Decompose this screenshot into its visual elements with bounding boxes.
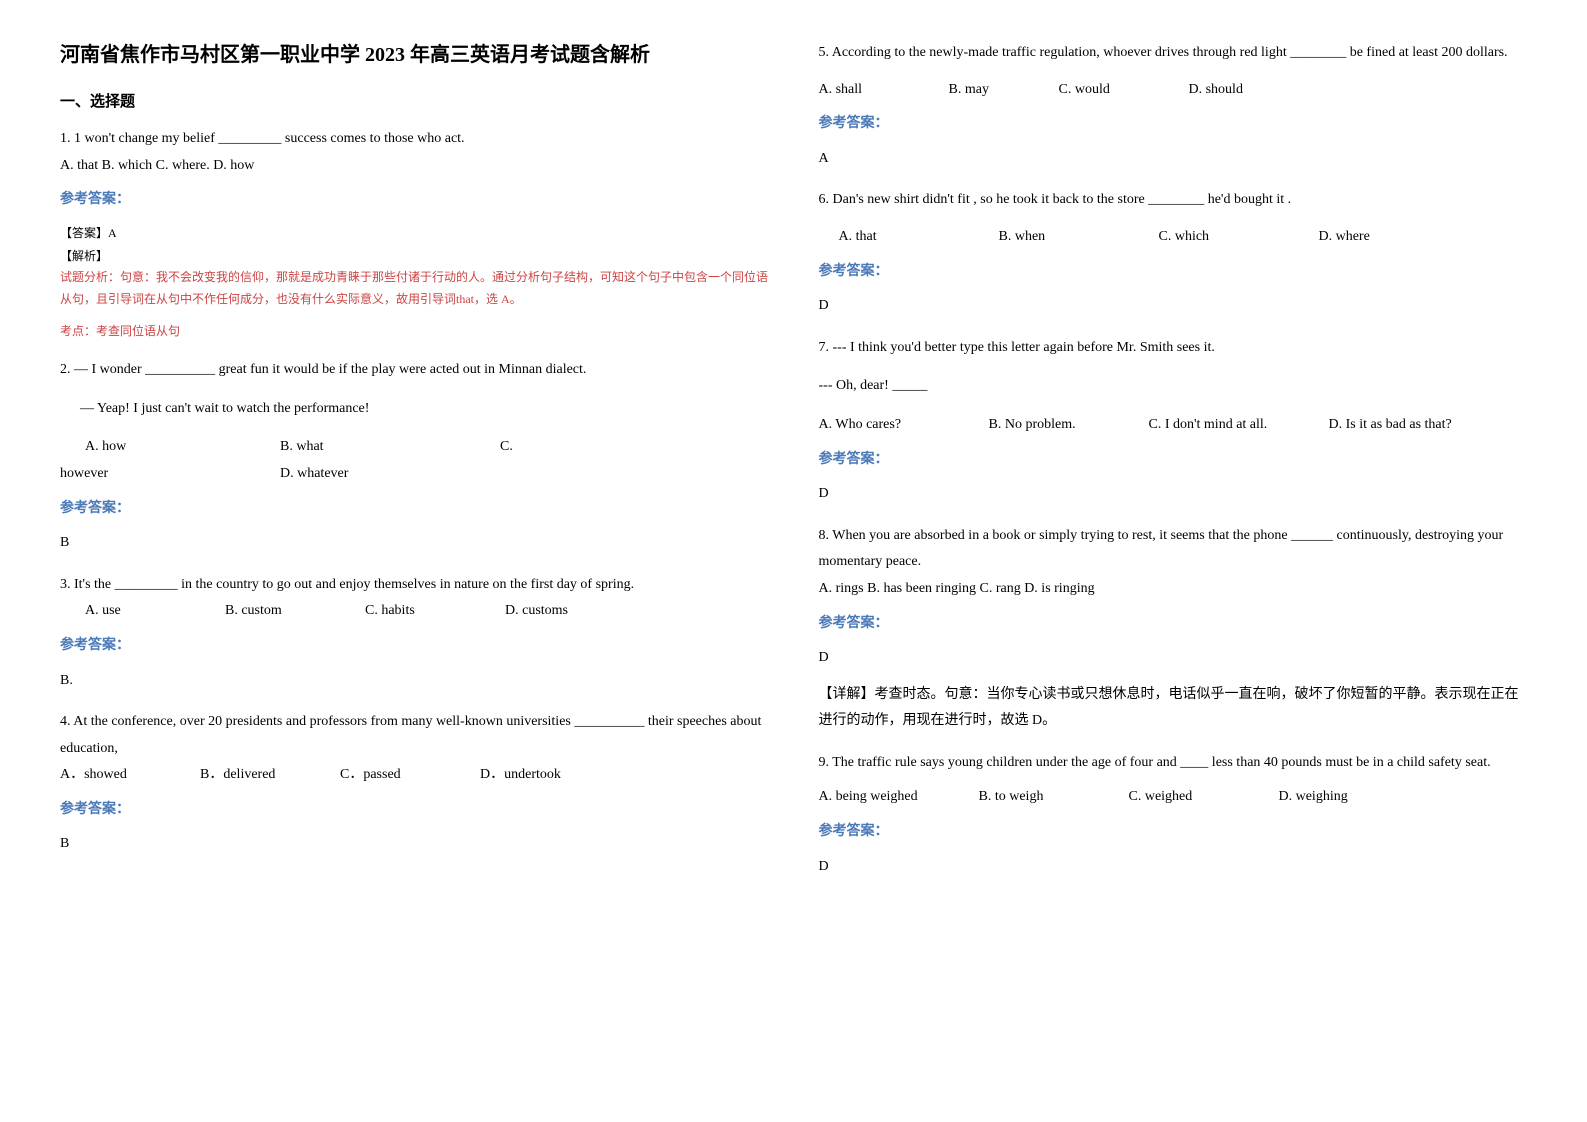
- answer-label: 参考答案：: [819, 111, 1528, 138]
- q4-optA: A．showed: [60, 762, 200, 789]
- answer-label: 参考答案：: [60, 797, 769, 824]
- q9-optB: B. to weigh: [979, 784, 1129, 811]
- q7-optA: A. Who cares?: [819, 412, 989, 439]
- q2-stem: 2. — I wonder __________ great fun it wo…: [60, 357, 769, 384]
- q3-stem: 3. It's the _________ in the country to …: [60, 572, 769, 599]
- q3-options: A. use B. custom C. habits D. customs: [60, 598, 769, 625]
- q1-point: 考点：考查同位语从句: [60, 321, 769, 343]
- q5-options: A. shall B. may C. would D. should: [819, 77, 1528, 104]
- q3-answer: B.: [60, 668, 769, 695]
- q2-optA: A. how: [60, 434, 280, 461]
- q1-answer: 【答案】A: [60, 222, 769, 245]
- q9-options: A. being weighed B. to weigh C. weighed …: [819, 784, 1528, 811]
- q5-answer: A: [819, 146, 1528, 173]
- question-1: 1. 1 won't change my belief _________ su…: [60, 126, 769, 342]
- q2-options-row2: however D. whatever: [60, 461, 769, 488]
- q9-optC: C. weighed: [1129, 784, 1279, 811]
- answer-label: 参考答案：: [819, 259, 1528, 286]
- q3-optC: C. habits: [365, 598, 505, 625]
- q6-stem: 6. Dan's new shirt didn't fit , so he to…: [819, 187, 1528, 214]
- q1-stem: 1. 1 won't change my belief _________ su…: [60, 126, 769, 153]
- q2-answer: B: [60, 530, 769, 557]
- q2-optC2: however: [60, 461, 280, 488]
- question-2: 2. — I wonder __________ great fun it wo…: [60, 357, 769, 557]
- page-container: 河南省焦作市马村区第一职业中学 2023 年高三英语月考试题含解析 一、选择题 …: [60, 40, 1527, 895]
- q5-optD: D. should: [1189, 77, 1243, 104]
- q6-optB: B. when: [999, 224, 1159, 251]
- answer-label: 参考答案：: [819, 611, 1528, 638]
- q2-optB: B. what: [280, 434, 500, 461]
- q1-analysis: 试题分析：句意：我不会改变我的信仰，那就是成功青睐于那些付诸于行动的人。通过分析…: [60, 267, 769, 310]
- question-9: 9. The traffic rule says young children …: [819, 750, 1528, 880]
- section-header: 一、选择题: [60, 90, 769, 111]
- q7-optD: D. Is it as bad as that?: [1329, 412, 1452, 439]
- q2-optC: C.: [500, 434, 513, 461]
- q5-optA: A. shall: [819, 77, 949, 104]
- q4-answer: B: [60, 831, 769, 858]
- answer-label: 参考答案：: [60, 496, 769, 523]
- q2-line2: — Yeap! I just can't wait to watch the p…: [60, 396, 769, 423]
- question-8: 8. When you are absorbed in a book or si…: [819, 523, 1528, 735]
- question-3: 3. It's the _________ in the country to …: [60, 572, 769, 694]
- q6-optC: C. which: [1159, 224, 1319, 251]
- q2-optD: D. whatever: [280, 461, 348, 488]
- q8-stem: 8. When you are absorbed in a book or si…: [819, 523, 1528, 576]
- q6-optD: D. where: [1319, 224, 1370, 251]
- left-column: 河南省焦作市马村区第一职业中学 2023 年高三英语月考试题含解析 一、选择题 …: [60, 40, 769, 895]
- question-7: 7. --- I think you'd better type this le…: [819, 335, 1528, 508]
- question-4: 4. At the conference, over 20 presidents…: [60, 709, 769, 858]
- q6-optA: A. that: [839, 224, 999, 251]
- q6-answer: D: [819, 293, 1528, 320]
- q3-optD: D. customs: [505, 598, 568, 625]
- q2-options-row1: A. how B. what C.: [60, 434, 769, 461]
- q3-optB: B. custom: [225, 598, 365, 625]
- question-6: 6. Dan's new shirt didn't fit , so he to…: [819, 187, 1528, 319]
- q7-optC: C. I don't mind at all.: [1149, 412, 1329, 439]
- q8-answer: D: [819, 645, 1528, 672]
- answer-label: 参考答案：: [819, 447, 1528, 474]
- q4-stem: 4. At the conference, over 20 presidents…: [60, 709, 769, 762]
- q7-stem: 7. --- I think you'd better type this le…: [819, 335, 1528, 362]
- q4-options: A．showed B．delivered C．passed D．undertoo…: [60, 762, 769, 789]
- q4-optD: D．undertook: [480, 762, 561, 789]
- q5-optC: C. would: [1059, 77, 1189, 104]
- q7-line2: --- Oh, dear! _____: [819, 373, 1528, 400]
- q9-optA: A. being weighed: [819, 784, 979, 811]
- q6-options: A. that B. when C. which D. where: [819, 224, 1528, 251]
- document-title: 河南省焦作市马村区第一职业中学 2023 年高三英语月考试题含解析: [60, 40, 769, 70]
- q3-optA: A. use: [85, 598, 225, 625]
- answer-label: 参考答案：: [60, 187, 769, 214]
- answer-label: 参考答案：: [819, 819, 1528, 846]
- q7-optB: B. No problem.: [989, 412, 1149, 439]
- q9-optD: D. weighing: [1279, 784, 1348, 811]
- q7-answer: D: [819, 481, 1528, 508]
- right-column: 5. According to the newly-made traffic r…: [819, 40, 1528, 895]
- q1-options: A. that B. which C. where. D. how: [60, 153, 769, 180]
- q9-answer: D: [819, 854, 1528, 881]
- q8-analysis: 【详解】考查时态。句意：当你专心读书或只想休息时，电话似乎一直在响，破坏了你短暂…: [819, 682, 1528, 735]
- question-5: 5. According to the newly-made traffic r…: [819, 40, 1528, 172]
- q1-analysis-label: 【解析】: [60, 245, 769, 268]
- q9-stem: 9. The traffic rule says young children …: [819, 750, 1528, 777]
- q7-options: A. Who cares? B. No problem. C. I don't …: [819, 412, 1528, 439]
- answer-label: 参考答案：: [60, 633, 769, 660]
- q5-stem: 5. According to the newly-made traffic r…: [819, 40, 1528, 67]
- q4-optB: B．delivered: [200, 762, 340, 789]
- q4-optC: C．passed: [340, 762, 480, 789]
- q8-options: A. rings B. has been ringing C. rang D. …: [819, 576, 1528, 603]
- q5-optB: B. may: [949, 77, 1059, 104]
